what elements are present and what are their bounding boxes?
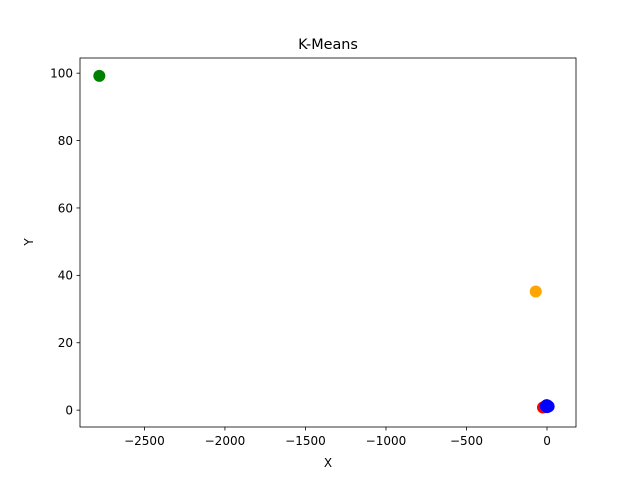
chart-title: K-Means [298,37,358,53]
y-axis-ticks: 0 20 40 60 80 100 [50,66,80,417]
y-tick-label: 0 [65,403,73,417]
data-point [93,69,106,82]
x-tick-label: −2000 [205,434,246,448]
y-tick-label: 20 [58,336,73,350]
x-tick-label: −500 [450,434,483,448]
x-tick-label: 0 [543,434,551,448]
y-tick-label: 60 [58,201,73,215]
data-point [529,285,542,298]
x-axis-label: X [324,456,332,470]
y-tick-label: 80 [58,134,73,148]
y-axis-label: Y [22,238,36,247]
points-layer [93,69,555,414]
x-tick-label: −1000 [366,434,407,448]
x-axis-ticks: −2500 −2000 −1500 −1000 −500 0 [124,427,551,448]
y-tick-label: 40 [58,269,73,283]
x-tick-label: −1500 [285,434,326,448]
axes-frame [79,57,577,428]
y-tick-label: 100 [50,66,73,80]
x-tick-label: −2500 [124,434,165,448]
data-point [541,401,554,414]
